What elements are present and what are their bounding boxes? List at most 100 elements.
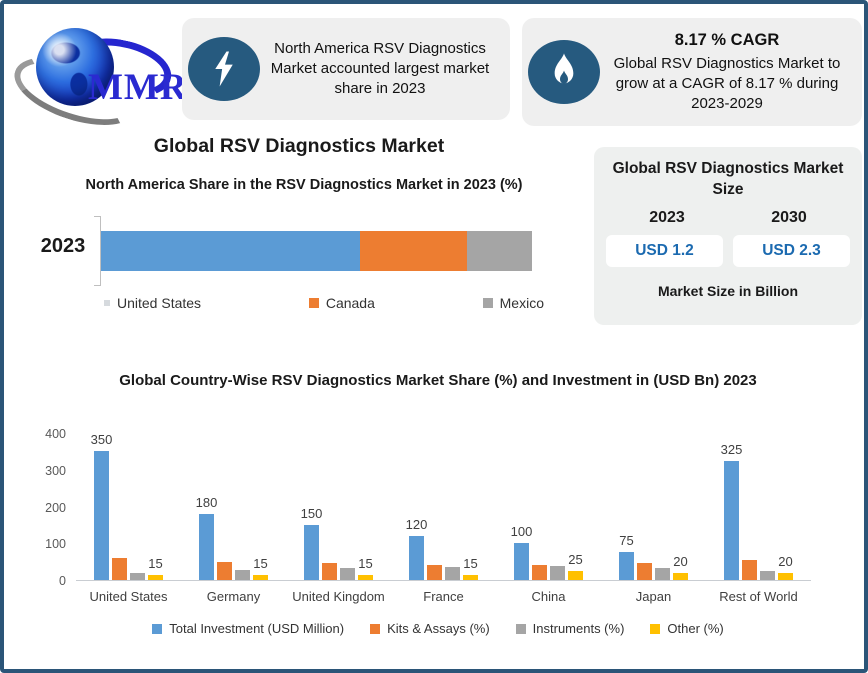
bar-instruments- [445,567,460,580]
cagr-body: Global RSV Diagnostics Market to grow at… [613,55,841,112]
bar-kits-assays- [322,563,337,580]
bar-kits-assays- [112,557,127,580]
bar-value-label: 15 [358,555,373,571]
bar-value-label: 25 [568,551,583,567]
bar-value-label: 75 [619,533,634,549]
bar-group: 75 20 [601,434,706,580]
bar-total-investment-usd-million-: 100 [511,524,532,580]
bar-kits-assays- [427,564,442,580]
bar-other-: 15 [148,556,163,580]
legend-item: Instruments (%) [515,621,625,636]
bar-value-label: 150 [300,505,323,521]
bar-instruments- [130,572,145,580]
bar-total-investment-usd-million-: 325 [721,442,742,580]
bar-instruments- [760,570,775,580]
bar-other-: 20 [673,554,688,580]
stacked-segment-mexico [467,231,532,271]
bar-total-investment-usd-million-: 180 [196,495,217,580]
market-size-year-2030: 2030 [771,208,807,226]
legend-marker [482,298,493,308]
bar-other-: 25 [568,552,583,580]
y-tick-label: 200 [45,500,66,515]
legend-marker [152,623,163,634]
bar-other-: 15 [463,556,478,580]
bar-value-label: 15 [253,555,268,571]
bar-value-label: 100 [510,524,533,540]
legend-label: Mexico [499,295,544,311]
y-tick-label: 0 [59,574,66,588]
legend-marker [104,300,110,306]
market-size-title: Global RSV Diagnostics Market Size [612,160,844,198]
bar-total-investment-usd-million-: 150 [301,506,322,580]
stacked-segment-canada [359,231,468,271]
stacked-chart-legend: United States Canada Mexico [104,295,544,311]
bar-kits-assays- [742,559,757,580]
bar-instruments- [550,566,565,580]
x-category-label: Rest of World [719,589,798,604]
grouped-bar-plot: 350 15 180 15 150 15 120 15 100 25 75 20 325 20 [76,432,811,581]
legend-item: United States [104,295,201,311]
bar-value-label: 350 [90,432,113,448]
bar-total-investment-usd-million-: 75 [619,533,634,580]
bar-instruments- [655,568,670,580]
bar-kits-assays- [217,561,232,580]
legend-item: Mexico [482,295,544,311]
bar-group: 180 15 [181,434,286,580]
x-category-label: United States [89,589,168,604]
bar-group: 120 15 [391,434,496,580]
legend-item: Kits & Assays (%) [370,621,490,636]
bar-value-label: 20 [778,553,793,569]
bar-other-: 15 [358,556,373,580]
cagr-title: 8.17 % CAGR [674,31,780,50]
bar-value-label: 20 [673,553,688,569]
legend-label: Total Investment (USD Million) [169,621,345,636]
grouped-chart-title: Global Country-Wise RSV Diagnostics Mark… [119,372,757,389]
grouped-bar-chart: 0 100 200 300 400 350 15 180 15 150 15 120 15 100 25 7… [4,427,864,649]
market-size-value-2030: USD 2.3 [733,234,850,267]
page-title: Global RSV Diagnostics Market [153,135,445,157]
stacked-chart-category-label: 2023 [40,235,86,257]
bar-kits-assays- [532,565,547,580]
bar-value-label: 15 [148,555,163,571]
legend-marker [515,623,526,634]
bar-instruments- [235,569,250,580]
bar-value-label: 180 [195,494,218,510]
legend-label: Kits & Assays (%) [387,621,490,636]
stacked-chart-title: North America Share in the RSV Diagnosti… [85,177,523,193]
x-category-label: France [423,589,464,604]
legend-item: Canada [308,295,375,311]
grouped-chart-legend: Total Investment (USD Million) Kits & Ass… [4,621,864,636]
y-tick-label: 100 [45,537,66,552]
flame-icon [528,40,600,104]
bar-other-: 15 [253,556,268,580]
bar-total-investment-usd-million-: 120 [406,517,427,580]
legend-label: Instruments (%) [532,621,625,636]
legend-item: Other (%) [650,621,724,636]
bar-value-label: 120 [405,516,428,532]
x-category-label: China [531,589,566,604]
stacked-bar [101,231,532,271]
x-category-label: United Kingdom [292,589,385,604]
bar-instruments- [340,568,355,580]
x-category-label: Japan [635,589,672,604]
bar-value-label: 15 [463,555,478,571]
logo-text: MMR [88,67,188,108]
highlight-card-cagr-text: 8.17 % CAGR Global RSV Diagnostics Marke… [600,30,854,113]
legend-marker [650,623,661,634]
bar-other-: 20 [778,554,793,580]
bar-value-label: 325 [720,441,743,457]
mmr-logo: MMR [6,14,188,139]
x-axis-labels: United States Germany United Kingdom France… [76,589,811,604]
market-size-value-2023: USD 1.2 [606,234,723,267]
y-tick-label: 400 [45,427,66,441]
bar-total-investment-usd-million-: 350 [91,432,112,580]
x-category-label: Germany [206,589,261,604]
lightning-icon [188,37,260,101]
market-size-card: Global RSV Diagnostics Market Size 2023 … [594,147,862,325]
stacked-chart-axis-bracket [94,216,101,286]
legend-item: Total Investment (USD Million) [152,621,344,636]
bar-group: 325 20 [706,434,811,580]
legend-label: United States [117,295,202,311]
bar-group: 150 15 [286,434,391,580]
